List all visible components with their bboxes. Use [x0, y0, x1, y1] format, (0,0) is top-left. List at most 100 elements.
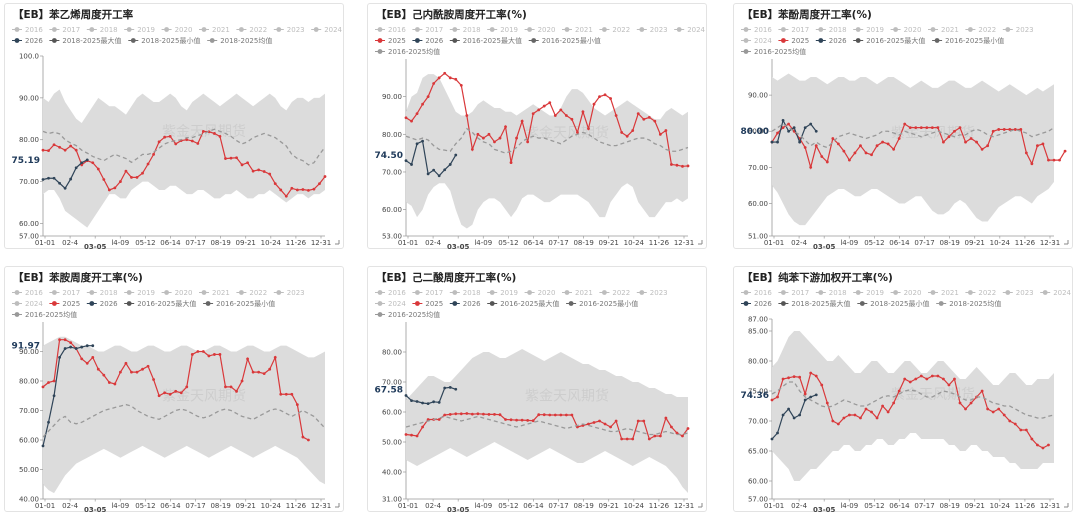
x-tick-label: l4-09: [111, 239, 129, 247]
legend-label: 2024: [754, 37, 772, 45]
data-point: [437, 174, 441, 178]
data-point: [410, 399, 413, 402]
legend-label: 2023: [1016, 289, 1034, 297]
data-point: [1019, 428, 1023, 432]
data-point: [798, 140, 802, 144]
data-point: [881, 404, 884, 408]
legend-swatch-dot: [52, 38, 57, 43]
data-point: [614, 114, 618, 117]
data-point: [448, 386, 452, 389]
data-point: [240, 379, 244, 383]
legend-swatch-dot: [205, 301, 211, 306]
legend-label: 2016-2025最大值: [137, 299, 196, 308]
x-tick-label: 02-4: [791, 502, 807, 510]
legend-item: 2021: [199, 26, 230, 34]
data-point: [953, 377, 956, 381]
data-point: [908, 126, 912, 130]
data-point: [781, 126, 785, 130]
data-point: [421, 139, 424, 143]
y-tick-label: 60.00: [748, 478, 768, 486]
data-point: [224, 157, 227, 160]
max-min-range-band: [43, 336, 325, 494]
data-point: [1030, 437, 1034, 441]
legend-swatch-dot: [639, 27, 645, 32]
data-point: [958, 126, 962, 130]
legend-swatch-dot: [130, 38, 136, 43]
legend-item: 2024: [12, 300, 43, 308]
x-tick-label: 08-19: [210, 502, 230, 510]
data-point: [792, 416, 796, 420]
legend-swatch-dot: [164, 27, 170, 32]
data-point: [52, 176, 56, 180]
max-min-range-band: [43, 89, 325, 228]
y-tick-label: 40.00: [382, 469, 402, 477]
data-point: [814, 144, 818, 148]
data-point: [1030, 162, 1034, 166]
data-point: [781, 413, 785, 417]
data-point: [903, 377, 907, 381]
x-tick-label: 08-19: [573, 502, 593, 510]
data-point: [454, 412, 458, 416]
data-point: [564, 114, 568, 117]
legend-swatch-dot: [377, 312, 383, 317]
data-point: [776, 131, 779, 135]
legend-swatch-dot: [452, 301, 458, 306]
data-point: [515, 418, 518, 422]
legend-item: 2023: [1002, 26, 1034, 34]
legend-label: 2018: [463, 289, 481, 297]
x-tick-label: 01-01: [35, 502, 55, 510]
watermark-text: 紫金天风期货: [162, 388, 246, 405]
series-line-2016-2025均值: [405, 127, 689, 154]
data-point: [859, 416, 862, 420]
x-tick-label: 06-14: [160, 239, 181, 247]
legend-label: 2016-2025最小值: [542, 36, 601, 45]
legend-item: 2016: [375, 26, 406, 34]
legend-item: 2020: [524, 289, 555, 297]
legend-label: 2026: [754, 300, 772, 308]
legend-item: 2021: [928, 26, 959, 34]
y-tick-label: 90.00: [19, 94, 39, 102]
legend-swatch-dot: [934, 38, 940, 43]
legend-label: 2024: [687, 26, 705, 34]
data-point: [47, 149, 50, 153]
y-tick-label: 87.00: [748, 316, 768, 324]
data-point: [91, 344, 95, 348]
legend-item: 2020: [161, 289, 192, 297]
legend-swatch-dot: [89, 290, 95, 295]
x-tick-label: 01-01: [764, 239, 784, 247]
data-point: [295, 403, 299, 406]
data-point: [224, 385, 227, 389]
legend-swatch-dot: [89, 301, 95, 306]
legend-label: 2022: [249, 26, 267, 34]
data-point: [787, 122, 790, 126]
data-point: [787, 407, 790, 411]
legend-swatch-dot: [743, 301, 749, 306]
x-tick-label: 08-19: [573, 239, 593, 247]
x-tick-label: 02-4: [62, 502, 78, 510]
data-point: [520, 418, 524, 422]
data-point: [301, 188, 305, 191]
data-point: [146, 364, 150, 368]
data-point: [864, 151, 868, 155]
legend-label: 2016: [25, 289, 43, 297]
data-point: [1024, 151, 1028, 155]
x-tick-label: 07-17: [185, 239, 205, 247]
legend-label: 2018-2025均值: [949, 299, 1001, 308]
data-point: [859, 144, 862, 148]
data-point: [421, 425, 424, 429]
data-point: [69, 144, 73, 148]
legend-swatch-dot: [415, 27, 420, 32]
data-point: [41, 444, 45, 448]
data-point: [776, 395, 779, 399]
legend-label: 2019: [500, 289, 518, 297]
legend-swatch-dot: [930, 290, 936, 295]
resize-corner-icon: [335, 240, 340, 245]
legend-label: 2021: [941, 26, 959, 34]
data-point: [770, 398, 774, 402]
legend-swatch-dot: [743, 38, 749, 43]
legend-swatch-dot: [743, 49, 749, 54]
legend-item: 2016-2025均值: [12, 310, 77, 319]
x-tick-label: 07-17: [548, 502, 568, 510]
data-point: [964, 407, 967, 411]
legend-label: 2026: [463, 300, 481, 308]
